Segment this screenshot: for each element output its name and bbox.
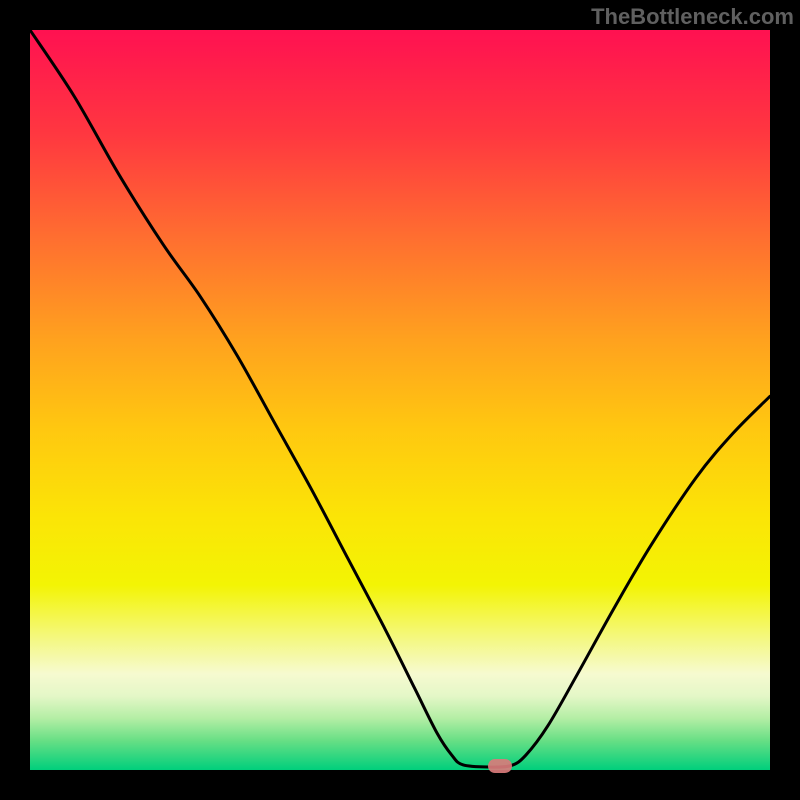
- curve-path: [30, 30, 770, 767]
- bottleneck-curve: [30, 30, 770, 770]
- watermark-text: TheBottleneck.com: [591, 4, 794, 30]
- optimal-marker: [488, 759, 512, 773]
- plot-area: [30, 30, 770, 770]
- chart-container: TheBottleneck.com: [0, 0, 800, 800]
